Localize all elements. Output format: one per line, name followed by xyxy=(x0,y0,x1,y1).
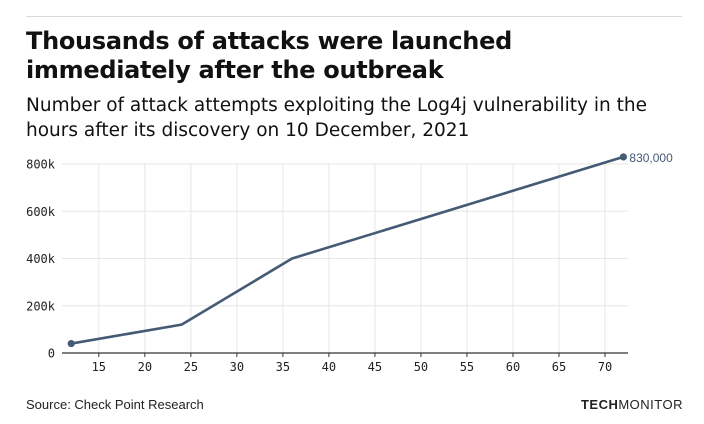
x-tick-label: 45 xyxy=(368,360,382,374)
x-tick-label: 50 xyxy=(414,360,428,374)
x-tick-label: 40 xyxy=(322,360,336,374)
series-layer xyxy=(67,153,627,348)
y-tick-label: 600k xyxy=(26,205,56,219)
x-tick-label: 20 xyxy=(138,360,152,374)
chart-subtitle: Number of attack attempts exploiting the… xyxy=(26,95,647,141)
y-tick-label: 400k xyxy=(26,252,56,266)
data-point-marker xyxy=(67,339,75,348)
x-tick-label: 25 xyxy=(184,360,198,374)
axes xyxy=(62,352,628,357)
series-line xyxy=(69,155,625,345)
source-note: Source: Check Point Research xyxy=(26,397,204,412)
brand-logo: TECHMONITOR xyxy=(581,397,683,412)
x-tick-label: 30 xyxy=(230,360,244,374)
x-tick-label: 60 xyxy=(506,360,520,374)
x-tick-label: 70 xyxy=(598,360,612,374)
chart-title: Thousands of attacks were launched immed… xyxy=(26,27,512,84)
x-tick-label: 35 xyxy=(276,360,290,374)
x-tick-label: 15 xyxy=(92,360,106,374)
tick-labels: 0 200k 400k 600k 800k 15 20 25 30 35 40 45 50 55 60 65 7… xyxy=(26,151,673,374)
y-tick-label: 200k xyxy=(26,299,56,313)
x-tick-label: 55 xyxy=(460,360,474,374)
x-tick-label: 65 xyxy=(552,360,566,374)
data-point-marker xyxy=(619,153,627,161)
grid-lines xyxy=(62,163,628,353)
top-divider xyxy=(26,16,682,17)
y-tick-label: 0 xyxy=(48,347,55,361)
brand-part-monitor: MONITOR xyxy=(618,397,683,412)
y-tick-label: 800k xyxy=(26,158,56,172)
end-value-label: 830,000 xyxy=(629,151,673,165)
brand-part-tech: TECH xyxy=(580,397,619,412)
